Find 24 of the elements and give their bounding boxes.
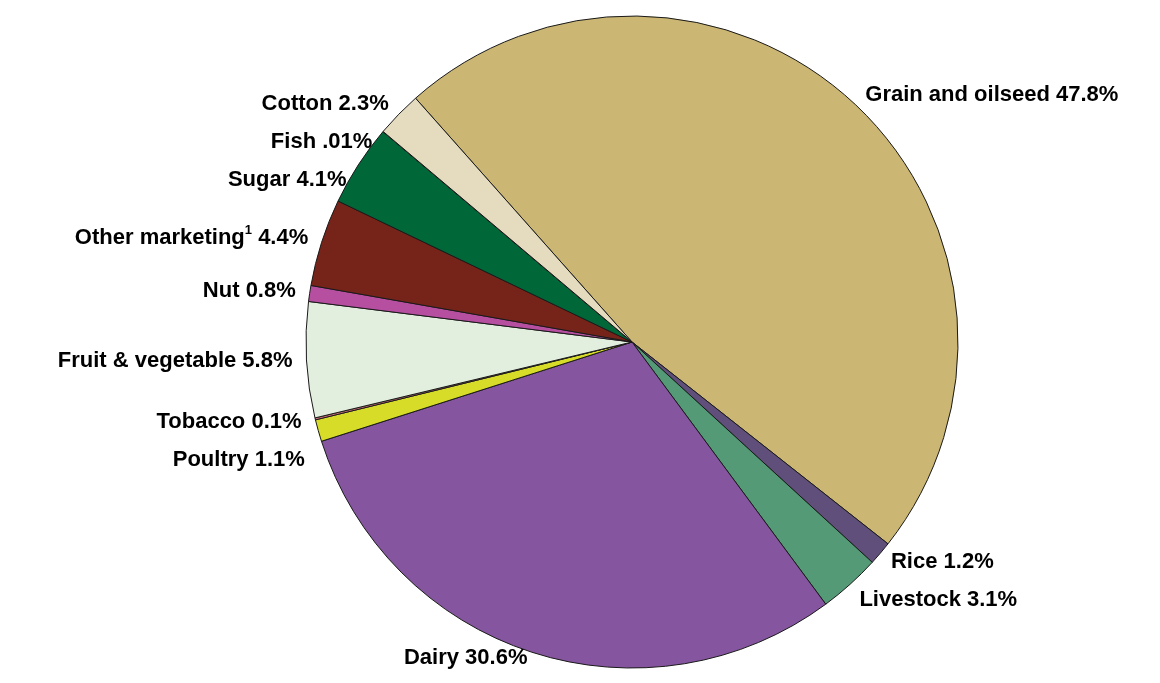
slice-label: Cotton <box>261 90 333 116</box>
data-label: 3.1% <box>960 586 1018 612</box>
slice-label: Fish <box>270 128 317 154</box>
slice-label: Rice <box>890 548 938 574</box>
slice-label: Other marketing$^{1}$ <box>74 221 253 249</box>
data-label: 0.8% <box>239 277 296 303</box>
slice-label: Livestock <box>859 586 962 612</box>
data-label: 0.1% <box>245 408 302 434</box>
slice-label: Sugar <box>227 166 291 192</box>
slice-label: Poultry <box>172 446 250 472</box>
data-label: 1.2% <box>937 548 994 574</box>
slice-label: Dairy <box>403 643 460 669</box>
data-label: .01% <box>316 128 373 154</box>
data-label: 1.1% <box>248 446 305 472</box>
data-label: 47.8% <box>1049 80 1119 106</box>
data-label: 4.1% <box>290 166 347 192</box>
data-label: 5.8% <box>236 346 293 372</box>
data-label: 4.4% <box>252 223 309 249</box>
slice-label: Nut <box>202 277 241 303</box>
slice-label: Fruit & vegetable <box>57 346 237 372</box>
slice-label: Tobacco <box>156 408 246 434</box>
data-label: 30.6% <box>458 643 528 669</box>
slice-label: Grain and oilseed <box>865 80 1050 106</box>
data-label: 2.3% <box>332 90 389 116</box>
